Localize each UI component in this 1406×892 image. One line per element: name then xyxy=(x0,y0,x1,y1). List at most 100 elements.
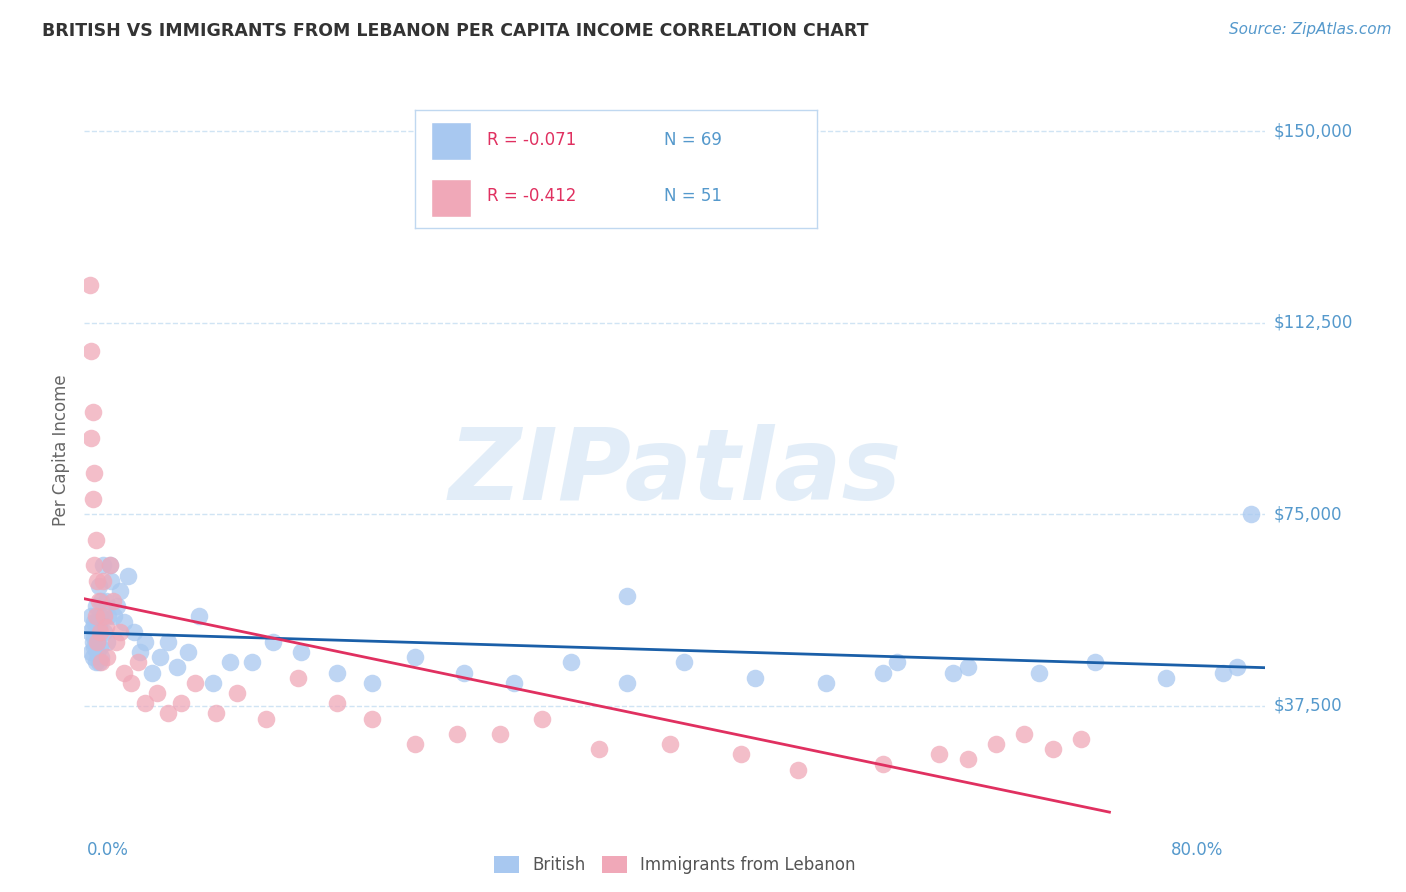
Point xyxy=(1084,656,1107,670)
Point xyxy=(104,635,127,649)
Point xyxy=(100,574,122,588)
Point xyxy=(82,405,104,419)
Point xyxy=(117,568,139,582)
Point xyxy=(588,742,610,756)
Point xyxy=(1226,660,1249,674)
Point xyxy=(786,763,808,777)
Point xyxy=(1042,742,1064,756)
Point xyxy=(170,696,193,710)
Point xyxy=(404,737,426,751)
Point xyxy=(98,558,121,573)
Point xyxy=(105,599,128,614)
Point xyxy=(127,656,149,670)
Point xyxy=(86,645,108,659)
Point xyxy=(942,665,965,680)
Point xyxy=(87,579,110,593)
Point xyxy=(82,491,104,506)
Point xyxy=(156,706,179,721)
Point xyxy=(177,645,200,659)
Text: BRITISH VS IMMIGRANTS FROM LEBANON PER CAPITA INCOME CORRELATION CHART: BRITISH VS IMMIGRANTS FROM LEBANON PER C… xyxy=(42,22,869,40)
Point xyxy=(254,712,277,726)
Point xyxy=(290,645,312,659)
Point xyxy=(148,650,170,665)
Point xyxy=(82,619,104,633)
Point xyxy=(446,727,468,741)
Point xyxy=(1028,665,1050,680)
Point xyxy=(82,635,104,649)
Text: $37,500: $37,500 xyxy=(1274,697,1343,714)
Point xyxy=(1212,665,1234,680)
Point xyxy=(91,558,114,573)
Point xyxy=(89,624,111,639)
Point xyxy=(87,594,110,608)
Point xyxy=(1240,508,1263,522)
Point xyxy=(141,665,163,680)
Point xyxy=(84,656,107,670)
Point xyxy=(91,574,114,588)
Text: Source: ZipAtlas.com: Source: ZipAtlas.com xyxy=(1229,22,1392,37)
Point xyxy=(956,660,979,674)
Text: 80.0%: 80.0% xyxy=(1170,841,1223,859)
Point xyxy=(361,675,384,690)
Text: 0.0%: 0.0% xyxy=(87,841,129,859)
Text: $150,000: $150,000 xyxy=(1274,122,1353,140)
Point xyxy=(101,594,124,608)
Point xyxy=(202,675,225,690)
Point xyxy=(156,635,179,649)
Point xyxy=(83,467,105,481)
Point xyxy=(120,675,142,690)
Point xyxy=(145,686,167,700)
Text: ZIPatlas: ZIPatlas xyxy=(449,425,901,521)
Point xyxy=(89,640,111,654)
Point xyxy=(83,640,105,654)
Point xyxy=(730,747,752,762)
Point xyxy=(872,665,894,680)
Point xyxy=(453,665,475,680)
Point xyxy=(122,624,145,639)
Point xyxy=(184,675,207,690)
Point xyxy=(673,656,696,670)
Point xyxy=(98,558,121,573)
Point xyxy=(112,665,135,680)
Point xyxy=(1070,731,1092,746)
Point xyxy=(531,712,554,726)
Point xyxy=(86,574,108,588)
Point xyxy=(928,747,950,762)
Point xyxy=(219,656,242,670)
Point xyxy=(814,675,837,690)
Point xyxy=(79,624,101,639)
Point xyxy=(134,696,156,710)
Point xyxy=(240,656,263,670)
Point xyxy=(84,533,107,547)
Point xyxy=(488,727,510,741)
Point xyxy=(1154,671,1177,685)
Point xyxy=(86,615,108,629)
Point xyxy=(325,665,347,680)
Point xyxy=(84,599,107,614)
Point xyxy=(658,737,681,751)
Point xyxy=(79,277,101,292)
Text: $75,000: $75,000 xyxy=(1274,505,1343,524)
Point xyxy=(84,624,107,639)
Point xyxy=(956,752,979,766)
Point xyxy=(361,712,384,726)
Point xyxy=(128,645,150,659)
Point xyxy=(166,660,188,674)
Point xyxy=(404,650,426,665)
Point xyxy=(112,615,135,629)
Point xyxy=(93,609,115,624)
Point xyxy=(83,558,105,573)
Point xyxy=(82,650,104,665)
Point xyxy=(96,650,118,665)
Point xyxy=(90,656,112,670)
Point xyxy=(97,609,120,624)
Point xyxy=(83,630,105,644)
Point xyxy=(325,696,347,710)
Point xyxy=(108,583,131,598)
Point xyxy=(96,635,118,649)
Point xyxy=(89,609,111,624)
Point xyxy=(84,609,107,624)
Point xyxy=(80,431,103,445)
Point xyxy=(80,609,103,624)
Point xyxy=(872,757,894,772)
